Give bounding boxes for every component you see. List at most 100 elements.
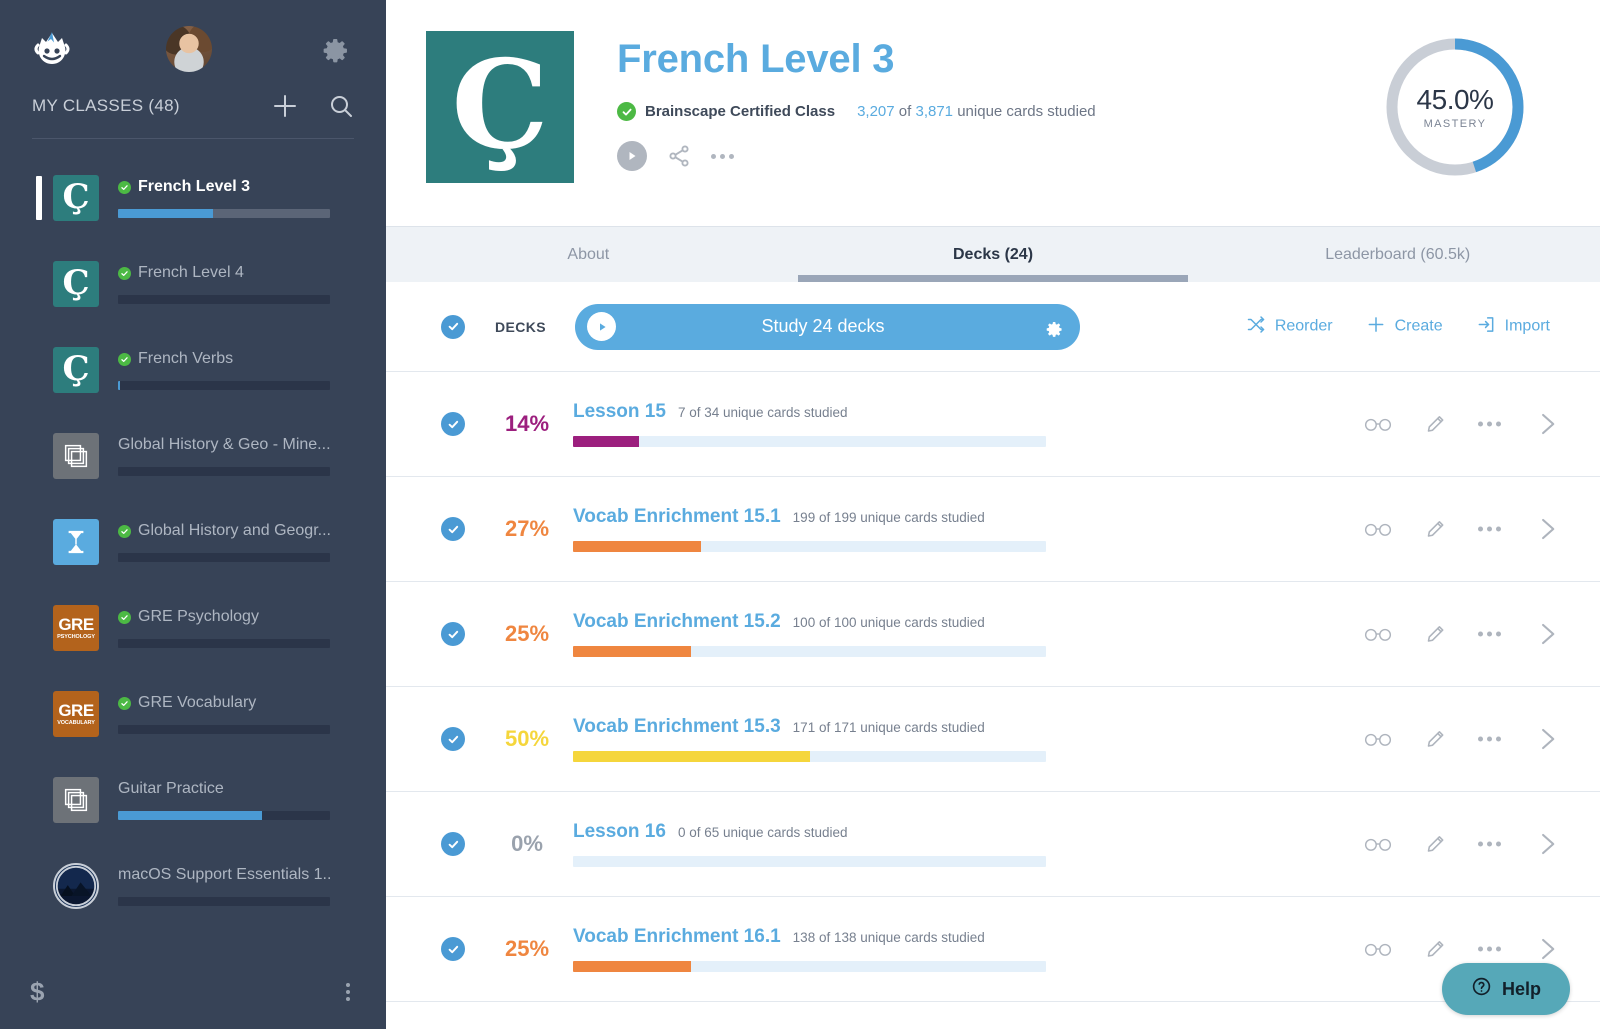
deck-row-actions <box>1363 621 1560 648</box>
tab-about[interactable]: About <box>567 245 610 263</box>
tab-decks[interactable]: Decks (24) <box>791 227 1196 282</box>
sidebar-item-global-history-and-geogr[interactable]: Global History and Geogr... <box>0 499 386 585</box>
glasses-icon[interactable] <box>1363 521 1393 538</box>
sidebar-item-french-level-3[interactable]: Ç French Level 3 <box>0 155 386 241</box>
deck-progress-bar <box>573 856 1046 867</box>
deck-name-link[interactable]: Vocab Enrichment 15.3 <box>573 716 781 737</box>
chevron-right-icon[interactable] <box>1533 621 1560 648</box>
deck-checkbox[interactable] <box>441 517 465 541</box>
page-title: French Level 3 <box>617 37 895 81</box>
deck-checkbox[interactable] <box>441 622 465 646</box>
user-avatar[interactable] <box>166 26 212 72</box>
plus-icon[interactable] <box>270 91 300 121</box>
tab-leaderboard[interactable]: Leaderboard (60.5k) <box>1325 245 1471 263</box>
sidebar-item-french-verbs[interactable]: Ç French Verbs <box>0 327 386 413</box>
more-horizontal-icon[interactable] <box>1478 736 1501 742</box>
sidebar-item-label: GRE Psychology <box>118 608 330 626</box>
deck-name-link[interactable]: Vocab Enrichment 16.1 <box>573 926 781 947</box>
main-content: Ç French Level 3 Brainscape Certified Cl… <box>386 0 1600 1029</box>
glasses-icon[interactable] <box>1363 416 1393 433</box>
deck-checkbox[interactable] <box>441 832 465 856</box>
deck-row[interactable]: 25% Vocab Enrichment 16.1 138 of 138 uniqu… <box>386 897 1600 1002</box>
chevron-right-icon[interactable] <box>1533 831 1560 858</box>
pencil-icon[interactable] <box>1425 519 1446 540</box>
more-horizontal-icon[interactable] <box>1478 421 1501 427</box>
select-all-checkbox[interactable] <box>441 314 465 339</box>
more-horizontal-icon[interactable] <box>1478 841 1501 847</box>
more-horizontal-icon[interactable] <box>1478 946 1501 952</box>
sidebar-item-label: Guitar Practice <box>118 780 224 797</box>
deck-progress-bar <box>573 541 1046 552</box>
deck-progress-bar <box>573 646 1046 657</box>
deck-name-link[interactable]: Vocab Enrichment 15.1 <box>573 506 781 527</box>
pencil-icon[interactable] <box>1425 414 1446 435</box>
deck-row-actions <box>1363 726 1560 753</box>
create-button[interactable]: Create <box>1366 314 1443 339</box>
sidebar-item-label: Global History & Geo - Mine... <box>118 436 330 453</box>
search-icon[interactable] <box>326 91 356 121</box>
import-label: Import <box>1504 317 1550 335</box>
sidebar-item-gre-vocabulary[interactable]: GRE VOCABULARY GRE Vocabulary <box>0 671 386 757</box>
more-horizontal-icon[interactable] <box>1478 526 1501 532</box>
glasses-icon[interactable] <box>1363 731 1393 748</box>
sidebar-item-macos-support-essentials-1[interactable]: macOS Support Essentials 1... <box>0 843 386 929</box>
deck-row[interactable]: 50% Vocab Enrichment 15.3 171 of 171 uniqu… <box>386 687 1600 792</box>
reorder-button[interactable]: Reorder <box>1246 314 1333 339</box>
deck-row[interactable]: 14% Lesson 15 7 of 34 unique cards studied <box>386 372 1600 477</box>
chevron-right-icon[interactable] <box>1533 516 1560 543</box>
deck-name-link[interactable]: Lesson 16 <box>573 821 666 842</box>
deck-checkbox[interactable] <box>441 412 465 436</box>
sidebar-item-guitar-practice[interactable]: Guitar Practice <box>0 757 386 843</box>
sidebar-item-label: Global History and Geogr... <box>118 522 330 540</box>
deck-name-link[interactable]: Lesson 15 <box>573 401 666 422</box>
deck-row[interactable]: 27% Vocab Enrichment 15.1 199 of 199 uniqu… <box>386 477 1600 582</box>
sidebar: MY CLASSES (48) Ç French Level 3 Ç French L… <box>0 0 386 1029</box>
deck-row-actions <box>1363 936 1560 963</box>
plus-icon <box>1366 314 1386 339</box>
sidebar-item-body: French Level 3 <box>118 178 330 218</box>
class-list: Ç French Level 3 Ç French Level 4 Ç French Ve… <box>0 139 386 929</box>
deck-row[interactable]: 25% Vocab Enrichment 15.2 100 of 100 uniqu… <box>386 582 1600 687</box>
sidebar-item-gre-psychology[interactable]: GRE PSYCHOLOGY GRE Psychology <box>0 585 386 671</box>
gear-icon[interactable] <box>318 34 348 64</box>
deck-name-link[interactable]: Vocab Enrichment 15.2 <box>573 611 781 632</box>
import-button[interactable]: Import <box>1476 314 1550 339</box>
more-vertical-icon[interactable] <box>346 983 350 1001</box>
pencil-icon[interactable] <box>1425 939 1446 960</box>
glasses-icon[interactable] <box>1363 941 1393 958</box>
my-classes-header: MY CLASSES (48) <box>0 82 386 130</box>
deck-row[interactable]: 0% Lesson 16 0 of 65 unique cards studied <box>386 792 1600 897</box>
check-badge-icon <box>118 610 131 624</box>
dollar-icon[interactable]: $ <box>30 976 45 1007</box>
pencil-icon[interactable] <box>1425 834 1446 855</box>
sidebar-item-label: French Level 3 <box>118 178 330 196</box>
sidebar-item-body: GRE Vocabulary <box>118 694 330 734</box>
help-label: Help <box>1501 978 1541 999</box>
pencil-icon[interactable] <box>1425 624 1446 645</box>
chevron-right-icon[interactable] <box>1533 726 1560 753</box>
chevron-right-icon[interactable] <box>1533 936 1560 963</box>
share-icon[interactable] <box>667 144 691 168</box>
pencil-icon[interactable] <box>1425 729 1446 750</box>
mastery-percent: 45.0% <box>1416 84 1494 115</box>
gear-icon[interactable] <box>1042 316 1064 338</box>
brainscape-logo-icon[interactable] <box>30 26 74 70</box>
sidebar-item-global-history-geo-mine[interactable]: Global History & Geo - Mine... <box>0 413 386 499</box>
play-icon[interactable] <box>617 141 647 171</box>
hourglass-icon <box>53 519 99 565</box>
deck-mastery-percent: 14% <box>504 411 550 436</box>
play-icon <box>587 312 617 341</box>
help-button[interactable]: Help <box>1442 963 1570 1015</box>
glasses-icon[interactable] <box>1363 836 1393 853</box>
deck-checkbox[interactable] <box>441 727 465 751</box>
sidebar-item-french-level-4[interactable]: Ç French Level 4 <box>0 241 386 327</box>
more-horizontal-icon[interactable] <box>711 153 734 159</box>
glasses-icon[interactable] <box>1363 626 1393 643</box>
chevron-right-icon[interactable] <box>1533 411 1560 438</box>
sidebar-item-progress <box>118 381 330 390</box>
deck-checkbox[interactable] <box>441 937 465 961</box>
more-horizontal-icon[interactable] <box>1478 631 1501 637</box>
toolbar-actions: Reorder Create Imp <box>1246 314 1550 339</box>
study-decks-button[interactable]: Study 24 decks <box>575 303 1081 350</box>
deck-mastery-percent: 50% <box>504 726 550 751</box>
